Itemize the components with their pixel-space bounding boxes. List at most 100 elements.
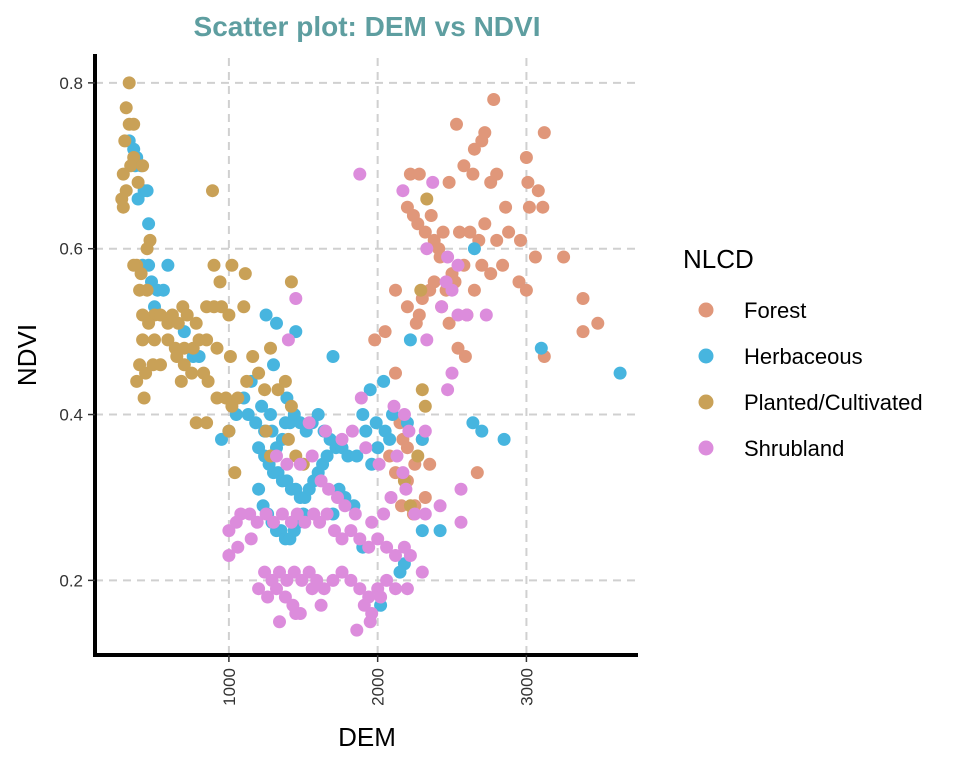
point-planted-cultivated: [415, 383, 429, 397]
point-shrubland: [389, 582, 402, 596]
point-planted-cultivated: [284, 275, 298, 289]
point-forest: [576, 292, 590, 305]
point-shrubland: [293, 457, 307, 471]
point-shrubland: [372, 457, 386, 471]
point-forest: [423, 457, 437, 471]
point-herbaceous: [249, 416, 263, 430]
point-forest: [424, 209, 438, 222]
point-shrubland: [270, 449, 283, 463]
point-planted-cultivated: [189, 416, 203, 430]
point-herbaceous: [140, 184, 154, 198]
point-planted-cultivated: [418, 399, 432, 413]
point-shrubland: [420, 333, 434, 347]
point-planted-cultivated: [170, 350, 184, 363]
point-forest: [528, 250, 542, 264]
point-herbaceous: [475, 424, 489, 438]
point-planted-cultivated: [185, 366, 199, 380]
point-shrubland: [380, 573, 394, 587]
point-planted-cultivated: [238, 267, 252, 281]
point-forest: [557, 250, 571, 264]
point-planted-cultivated: [240, 374, 254, 388]
point-shrubland: [353, 582, 367, 596]
point-forest: [576, 325, 590, 339]
point-herbaceous: [270, 316, 283, 330]
point-planted-cultivated: [258, 383, 272, 397]
point-shrubland: [353, 167, 367, 181]
point-herbaceous: [161, 258, 175, 272]
point-shrubland: [250, 515, 264, 529]
point-shrubland: [403, 549, 417, 562]
point-shrubland: [280, 573, 294, 587]
point-shrubland: [331, 491, 344, 504]
x-tick-label: 2000: [369, 668, 388, 706]
point-shrubland: [222, 549, 236, 562]
point-herbaceous: [363, 383, 377, 397]
point-forest: [368, 333, 382, 347]
point-shrubland: [354, 391, 368, 405]
point-forest: [537, 126, 551, 140]
point-shrubland: [335, 565, 349, 579]
point-shrubland: [317, 582, 331, 596]
point-planted-cultivated: [130, 374, 144, 388]
point-herbaceous: [415, 524, 429, 538]
point-shrubland: [344, 573, 358, 587]
point-herbaceous: [320, 449, 334, 463]
legend: NLCD Forest Herbaceous Planted/Cultivated S…: [683, 244, 923, 461]
point-forest: [591, 316, 605, 330]
point-shrubland: [305, 582, 319, 596]
point-shrubland: [252, 582, 266, 596]
point-forest: [466, 167, 480, 181]
point-shrubland: [402, 424, 416, 438]
point-shrubland: [290, 507, 304, 521]
point-shrubland: [415, 565, 429, 579]
point-planted-cultivated: [143, 233, 157, 247]
point-herbaceous: [255, 399, 269, 413]
legend-label: Planted/Cultivated: [744, 390, 923, 415]
point-shrubland: [397, 408, 411, 421]
point-forest: [442, 316, 456, 330]
point-forest: [389, 283, 402, 297]
point-shrubland: [319, 424, 333, 438]
x-tick-label: 3000: [517, 668, 536, 706]
point-shrubland: [270, 582, 283, 596]
point-shrubland: [261, 590, 275, 604]
point-shrubland: [273, 565, 286, 579]
point-shrubland: [353, 532, 367, 546]
point-shrubland: [435, 300, 449, 314]
point-herbaceous: [350, 449, 364, 463]
legend-label: Forest: [744, 298, 806, 323]
point-shrubland: [338, 499, 352, 513]
point-planted-cultivated: [210, 391, 224, 405]
point-shrubland: [396, 184, 410, 198]
point-herbaceous: [377, 374, 391, 388]
point-forest: [457, 159, 471, 173]
point-shrubland: [259, 507, 273, 521]
point-forest: [490, 167, 504, 181]
y-tick-label: 0.2: [59, 571, 83, 590]
point-shrubland: [460, 308, 474, 322]
point-forest: [478, 126, 492, 140]
point-forest: [463, 225, 477, 239]
point-shrubland: [479, 308, 493, 322]
point-planted-cultivated: [225, 258, 239, 272]
point-forest: [522, 200, 536, 214]
point-shrubland: [320, 507, 334, 521]
point-forest: [490, 233, 504, 247]
point-shrubland: [363, 615, 377, 629]
y-tick-label: 0.8: [59, 74, 83, 93]
point-planted-cultivated: [116, 200, 130, 214]
point-planted-cultivated: [154, 358, 167, 372]
y-tick-label: 0.6: [59, 240, 83, 259]
point-herbaceous: [142, 217, 156, 231]
point-herbaceous: [341, 449, 355, 463]
point-planted-cultivated: [278, 374, 292, 388]
point-planted-cultivated: [124, 159, 138, 173]
point-planted-cultivated: [411, 449, 425, 463]
point-shrubland: [408, 507, 422, 521]
point-shrubland: [426, 175, 440, 189]
point-shrubland: [365, 515, 379, 529]
point-forest: [519, 151, 533, 164]
point-planted-cultivated: [161, 333, 175, 347]
point-herbaceous: [259, 308, 273, 322]
point-shrubland: [359, 441, 373, 455]
